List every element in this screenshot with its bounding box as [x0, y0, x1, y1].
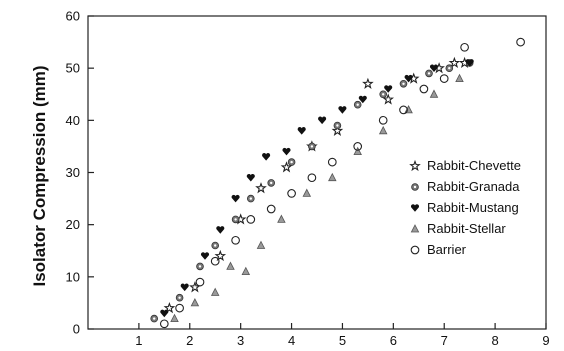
y-tick-label: 0 [73, 322, 80, 337]
data-point-barrier [287, 189, 296, 198]
x-tick-label: 6 [390, 333, 397, 348]
data-point-rabbit-stellar [302, 188, 311, 197]
data-point-barrier [419, 84, 429, 94]
legend-label-rabbit-stellar: Rabbit-Stellar [427, 221, 506, 236]
legend-label-rabbit-mustang: Rabbit-Mustang [427, 200, 519, 215]
x-tick-label: 2 [186, 333, 193, 348]
data-point-rabbit-mustang [282, 147, 291, 156]
data-point-rabbit-stellar [328, 173, 337, 182]
legend-marker-rabbit-chevette [410, 160, 420, 171]
x-tick-label: 7 [441, 333, 448, 348]
data-point-rabbit-stellar [241, 267, 250, 276]
legend-label-rabbit-granada: Rabbit-Granada [427, 179, 520, 194]
data-point-barrier [210, 256, 220, 266]
legend-label-rabbit-chevette: Rabbit-Chevette [427, 158, 521, 173]
data-point-rabbit-granada [308, 142, 316, 151]
data-point-rabbit-granada [425, 69, 433, 78]
data-point-rabbit-stellar [170, 314, 179, 323]
data-point-rabbit-granada [399, 79, 408, 88]
data-point-barrier [231, 235, 240, 245]
y-tick-label: 40 [66, 113, 80, 128]
legend-label-barrier: Barrier [427, 242, 467, 257]
legend: Rabbit-Chevette Rabbit-Granada Rabbit-Must… [410, 158, 521, 257]
x-tick-label: 8 [491, 333, 498, 348]
data-point-rabbit-stellar [211, 288, 220, 296]
data-point-barrier [307, 173, 317, 183]
data-point-rabbit-stellar [455, 74, 464, 82]
data-point-rabbit-granada [231, 215, 240, 224]
data-point-rabbit-stellar [190, 298, 199, 307]
data-point-rabbit-mustang [297, 127, 306, 135]
x-tick-label: 9 [542, 333, 549, 348]
data-point-rabbit-granada [267, 179, 276, 187]
data-point-barrier [266, 204, 276, 214]
data-point-rabbit-granada [353, 100, 362, 109]
y-tick-label: 50 [66, 61, 80, 76]
data-point-barrier [516, 37, 525, 47]
data-point-rabbit-stellar [256, 241, 266, 249]
data-point-rabbit-stellar [226, 261, 235, 270]
data-point-rabbit-stellar [379, 126, 388, 135]
data-point-rabbit-granada [445, 64, 454, 73]
x-tick-label: 3 [237, 333, 244, 348]
y-tick-label: 60 [66, 9, 80, 24]
data-point-barrier [195, 277, 205, 287]
data-point-rabbit-mustang [262, 153, 271, 161]
data-point-rabbit-mustang [246, 173, 255, 182]
y-tick-label: 10 [66, 269, 80, 284]
data-point-barrier [460, 42, 469, 52]
data-point-rabbit-granada [175, 293, 184, 302]
data-point-rabbit-granada [379, 90, 388, 99]
data-point-rabbit-mustang [160, 309, 169, 318]
legend-marker-barrier [410, 245, 420, 255]
data-point-rabbit-mustang [231, 194, 240, 203]
data-point-rabbit-mustang [216, 226, 225, 234]
data-point-rabbit-granada [333, 121, 342, 130]
data-point-rabbit-mustang [180, 283, 189, 292]
y-axis-label: Isolator Compression (mm) [30, 65, 49, 286]
data-point-barrier [378, 115, 388, 125]
x-tick-label: 4 [288, 333, 295, 348]
data-point-barrier [175, 303, 184, 313]
data-point-rabbit-stellar [429, 89, 439, 98]
legend-marker-rabbit-mustang [410, 204, 420, 212]
data-point-barrier [159, 319, 169, 329]
data-point-barrier [327, 157, 337, 167]
x-tick-label: 1 [135, 333, 142, 348]
data-point-rabbit-mustang [318, 116, 327, 125]
data-point-rabbit-chevette [256, 183, 266, 193]
data-point-rabbit-chevette [363, 78, 373, 89]
data-point-rabbit-stellar [277, 214, 286, 223]
y-tick-label: 20 [66, 217, 80, 232]
legend-marker-rabbit-stellar [410, 224, 420, 233]
data-point-rabbit-chevette [190, 282, 200, 292]
data-point-rabbit-granada [211, 241, 220, 250]
data-point-rabbit-mustang [200, 252, 210, 260]
data-point-barrier [246, 215, 256, 224]
data-point-barrier [439, 74, 449, 83]
data-point-rabbit-granada [287, 158, 296, 166]
data-point-rabbit-granada [196, 262, 204, 271]
data-point-rabbit-mustang [338, 106, 347, 114]
data-point-rabbit-granada [246, 194, 255, 203]
x-tick-label: 5 [339, 333, 346, 348]
data-point-rabbit-granada [150, 314, 159, 323]
legend-marker-rabbit-granada [411, 183, 419, 191]
y-tick-label: 30 [66, 165, 80, 180]
